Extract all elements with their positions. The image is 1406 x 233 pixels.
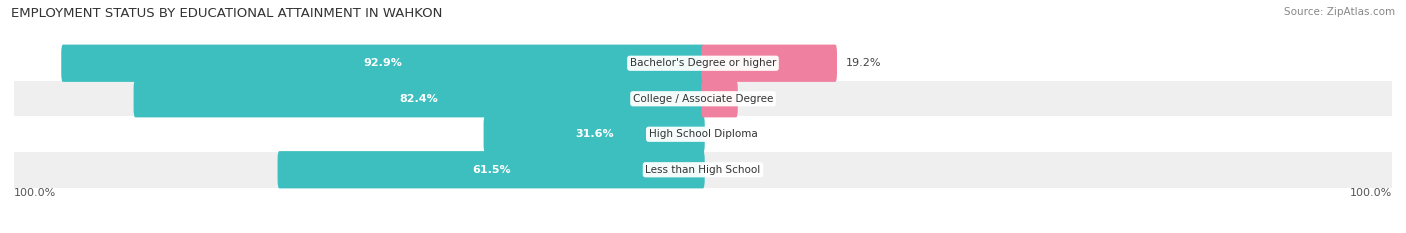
Text: 0.0%: 0.0% <box>713 129 741 139</box>
Text: 82.4%: 82.4% <box>399 94 439 104</box>
FancyBboxPatch shape <box>702 45 837 82</box>
FancyBboxPatch shape <box>484 116 704 153</box>
Text: High School Diploma: High School Diploma <box>648 129 758 139</box>
Text: Bachelor's Degree or higher: Bachelor's Degree or higher <box>630 58 776 68</box>
FancyBboxPatch shape <box>62 45 704 82</box>
Text: 0.0%: 0.0% <box>713 165 741 175</box>
Text: 61.5%: 61.5% <box>472 165 510 175</box>
Text: 100.0%: 100.0% <box>14 188 56 198</box>
Text: 31.6%: 31.6% <box>575 129 613 139</box>
Text: Less than High School: Less than High School <box>645 165 761 175</box>
Bar <box>14 152 1392 188</box>
Text: 4.8%: 4.8% <box>747 94 775 104</box>
Bar <box>14 45 1392 81</box>
Text: College / Associate Degree: College / Associate Degree <box>633 94 773 104</box>
Bar <box>14 81 1392 116</box>
Text: Source: ZipAtlas.com: Source: ZipAtlas.com <box>1284 7 1395 17</box>
FancyBboxPatch shape <box>702 80 738 117</box>
Text: 100.0%: 100.0% <box>1350 188 1392 198</box>
Bar <box>14 116 1392 152</box>
Text: EMPLOYMENT STATUS BY EDUCATIONAL ATTAINMENT IN WAHKON: EMPLOYMENT STATUS BY EDUCATIONAL ATTAINM… <box>11 7 443 20</box>
Text: 92.9%: 92.9% <box>364 58 402 68</box>
FancyBboxPatch shape <box>134 80 704 117</box>
Text: 19.2%: 19.2% <box>845 58 882 68</box>
FancyBboxPatch shape <box>277 151 704 188</box>
